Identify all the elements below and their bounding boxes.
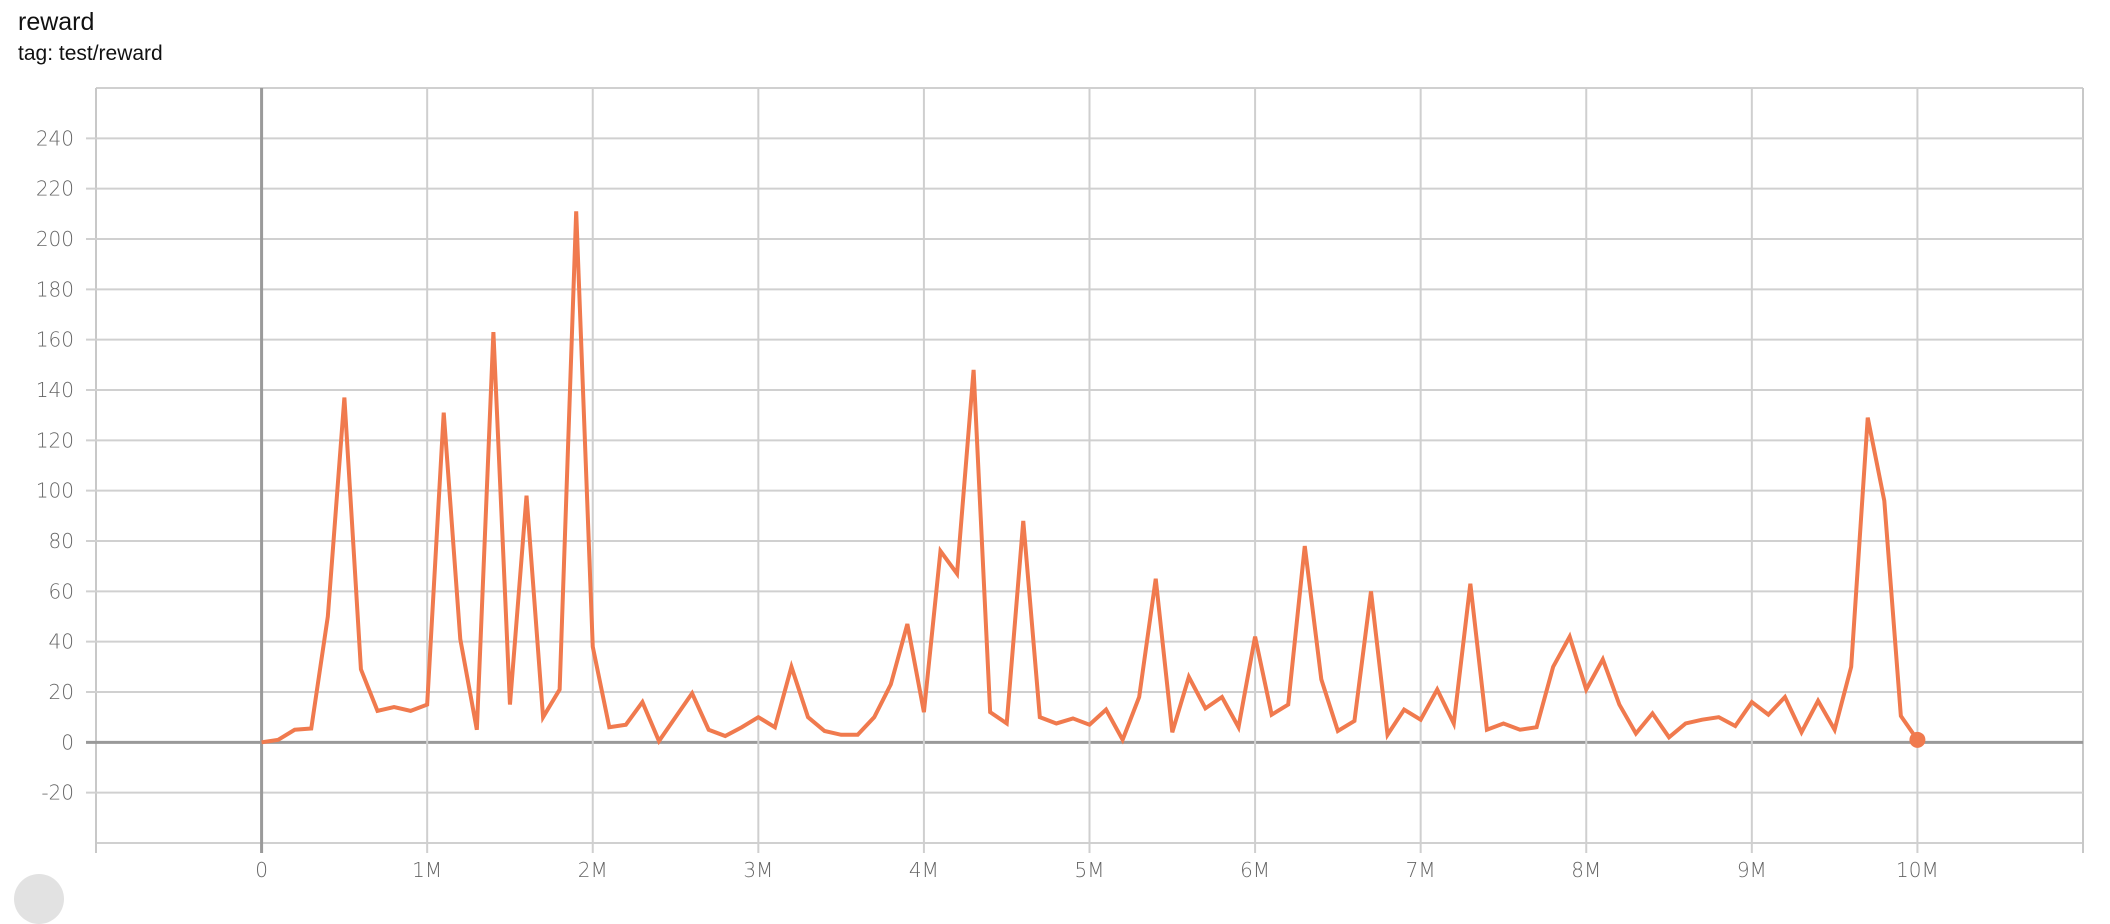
x-tick-label: 1M (412, 858, 442, 882)
x-tick-label: 0 (255, 858, 268, 882)
line-chart[interactable]: -20 0 20 40 60 80 100 120 140 160 180 200 220 240 0 1M 2… (0, 0, 2110, 898)
x-tick-label: 6M (1240, 858, 1270, 882)
x-tick-label: 4M (909, 858, 939, 882)
x-tick-label: 7M (1406, 858, 1436, 882)
y-tick-label: 80 (49, 529, 74, 553)
y-tick-label: 20 (49, 680, 74, 704)
x-tick-label: 3M (743, 858, 773, 882)
fab-button[interactable] (14, 874, 64, 924)
y-tick-label: 140 (36, 378, 74, 402)
x-tick-label: 5M (1075, 858, 1105, 882)
y-tick-label: -20 (41, 781, 74, 805)
y-tick-label: 100 (36, 479, 74, 503)
y-tick-label: 120 (36, 428, 74, 452)
series (262, 211, 1926, 748)
y-tick-label: 200 (36, 227, 74, 251)
x-tick-label: 8M (1571, 858, 1601, 882)
y-tick-label: 40 (49, 630, 74, 654)
grid (86, 88, 2083, 853)
last-point-marker (1909, 732, 1925, 748)
x-tick-label: 10M (1896, 858, 1939, 882)
y-tick-label: 60 (49, 579, 74, 603)
y-tick-label: 0 (61, 730, 74, 754)
y-tick-label: 240 (36, 126, 74, 150)
y-tick-label: 160 (36, 328, 74, 352)
y-tick-label: 180 (36, 277, 74, 301)
x-tick-label: 9M (1737, 858, 1767, 882)
x-tick-label: 2M (578, 858, 608, 882)
y-tick-label: 220 (36, 177, 74, 201)
